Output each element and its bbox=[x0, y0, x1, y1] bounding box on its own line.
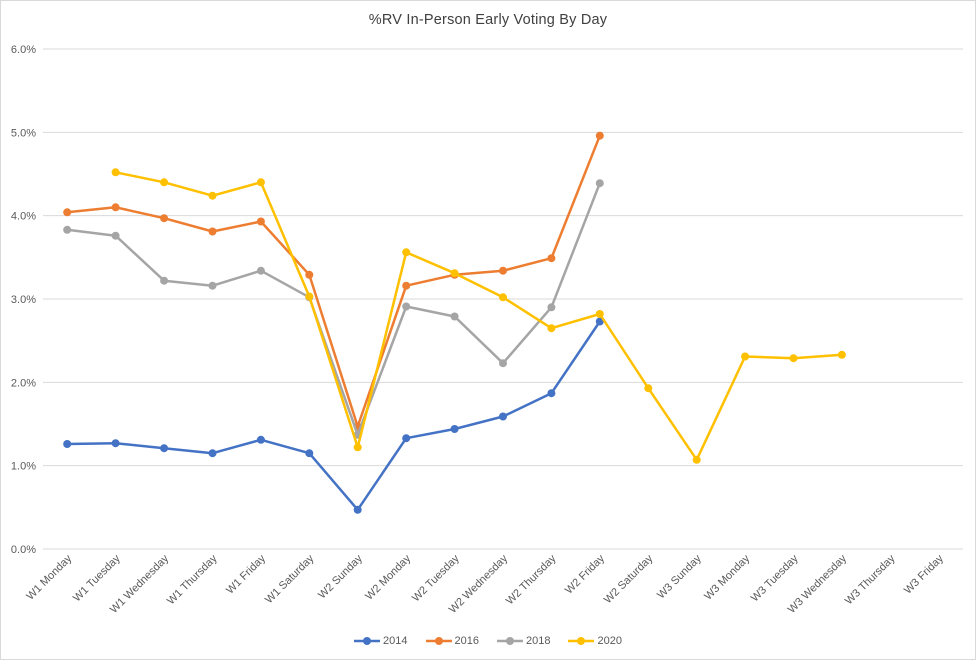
legend-item-2020: 2020 bbox=[568, 635, 622, 647]
x-axis-tick-label: W3 Tuesday bbox=[749, 552, 801, 604]
data-point-2018 bbox=[402, 302, 411, 311]
x-axis-tick-label: W2 Saturday bbox=[602, 552, 656, 606]
data-point-2018 bbox=[256, 266, 265, 275]
y-axis-tick-label: 6.0% bbox=[11, 44, 36, 56]
y-axis-tick-label: 4.0% bbox=[11, 211, 36, 223]
data-point-2020 bbox=[160, 178, 169, 187]
legend-label-2016: 2016 bbox=[454, 635, 479, 647]
data-point-2016 bbox=[499, 266, 507, 275]
data-point-2014 bbox=[160, 444, 169, 453]
data-point-2014 bbox=[256, 435, 265, 444]
data-point-2016 bbox=[111, 203, 120, 212]
data-point-2016 bbox=[595, 131, 604, 140]
legend-label-2018: 2018 bbox=[526, 635, 551, 647]
legend-item-2018: 2018 bbox=[497, 635, 550, 647]
data-point-2020 bbox=[305, 292, 314, 301]
data-point-2018 bbox=[499, 359, 507, 368]
data-point-2018 bbox=[208, 281, 217, 290]
x-axis-tick-label: W3 Thursday bbox=[843, 552, 898, 607]
x-axis-tick-label: W2 Monday bbox=[363, 552, 413, 602]
legend-item-2014: 2014 bbox=[354, 635, 408, 647]
data-point-2020 bbox=[789, 354, 798, 363]
data-point-2020 bbox=[741, 352, 750, 361]
data-point-2014 bbox=[499, 412, 507, 421]
x-axis-tick-label: W3 Friday bbox=[902, 552, 946, 596]
legend-label-2020: 2020 bbox=[597, 635, 622, 647]
data-point-2014 bbox=[353, 505, 362, 514]
legend-marker-2016 bbox=[425, 637, 452, 645]
data-point-2020 bbox=[499, 293, 507, 302]
series-line-2020 bbox=[114, 171, 844, 462]
data-point-2016 bbox=[256, 217, 265, 226]
y-axis-tick-label: 2.0% bbox=[11, 377, 36, 389]
series-line-2016 bbox=[65, 134, 602, 428]
data-point-2018 bbox=[63, 225, 72, 234]
x-axis-tick-label: W1 Tuesday bbox=[71, 552, 123, 604]
x-axis-tick-label: W2 Sunday bbox=[316, 552, 365, 601]
data-point-2014 bbox=[595, 317, 604, 326]
chart-title: %RV In-Person Early Voting By Day bbox=[368, 12, 608, 28]
x-axis-tick-label: W3 Sunday bbox=[655, 552, 704, 601]
data-point-2020 bbox=[644, 384, 653, 393]
x-axis-tick-label: W1 Monday bbox=[24, 552, 74, 602]
series-line-2014 bbox=[65, 320, 602, 512]
data-point-2014 bbox=[111, 439, 120, 448]
data-point-2020 bbox=[208, 191, 217, 200]
legend-marker-2014 bbox=[354, 637, 381, 645]
data-point-2018 bbox=[547, 303, 556, 312]
x-axis-tick-label: W2 Thursday bbox=[504, 552, 559, 607]
x-axis-tick-label: W1 Saturday bbox=[263, 552, 317, 606]
data-point-2016 bbox=[547, 254, 556, 263]
x-axis-tick-label: W3 Monday bbox=[702, 552, 752, 602]
legend-marker-2018 bbox=[497, 637, 523, 645]
data-point-2014 bbox=[208, 449, 217, 458]
y-axis-tick-label: 1.0% bbox=[11, 461, 36, 473]
data-point-2014 bbox=[402, 434, 411, 443]
x-axis-tick-label: W2 Tuesday bbox=[410, 552, 462, 604]
x-axis-tick-label: W1 Thursday bbox=[165, 552, 220, 607]
data-point-2016 bbox=[208, 227, 217, 236]
x-axis-tick-label: W1 Friday bbox=[224, 552, 268, 596]
series-line-2018 bbox=[65, 181, 602, 437]
data-point-2020 bbox=[692, 455, 701, 464]
data-point-2020 bbox=[402, 248, 411, 257]
data-point-2018 bbox=[111, 231, 120, 240]
data-point-2020 bbox=[547, 324, 556, 333]
y-axis-tick-label: 0.0% bbox=[11, 544, 36, 556]
data-point-2020 bbox=[353, 443, 362, 452]
y-axis-tick-label: 5.0% bbox=[11, 127, 36, 139]
data-point-2014 bbox=[305, 449, 314, 458]
legend: 2014 2016 2018 2020 bbox=[1, 635, 975, 647]
y-axis-tick-label: 3.0% bbox=[11, 294, 36, 306]
data-point-2020 bbox=[111, 168, 120, 177]
x-axis-tick-label: W2 Friday bbox=[563, 552, 607, 596]
data-point-2020 bbox=[837, 350, 846, 359]
data-point-2016 bbox=[402, 281, 411, 290]
data-point-2018 bbox=[160, 276, 169, 285]
data-point-2014 bbox=[450, 425, 459, 433]
data-point-2020 bbox=[595, 310, 604, 318]
data-point-2016 bbox=[63, 208, 72, 217]
legend-label-2014: 2014 bbox=[383, 635, 408, 647]
data-point-2020 bbox=[256, 178, 265, 187]
data-point-2018 bbox=[595, 179, 604, 188]
data-point-2016 bbox=[160, 214, 169, 223]
legend-marker-2020 bbox=[568, 637, 595, 645]
data-point-2018 bbox=[450, 312, 459, 321]
data-point-2014 bbox=[63, 440, 72, 448]
legend-item-2016: 2016 bbox=[425, 635, 479, 647]
data-point-2020 bbox=[450, 269, 459, 278]
data-point-2016 bbox=[305, 270, 314, 279]
data-point-2014 bbox=[547, 389, 556, 398]
